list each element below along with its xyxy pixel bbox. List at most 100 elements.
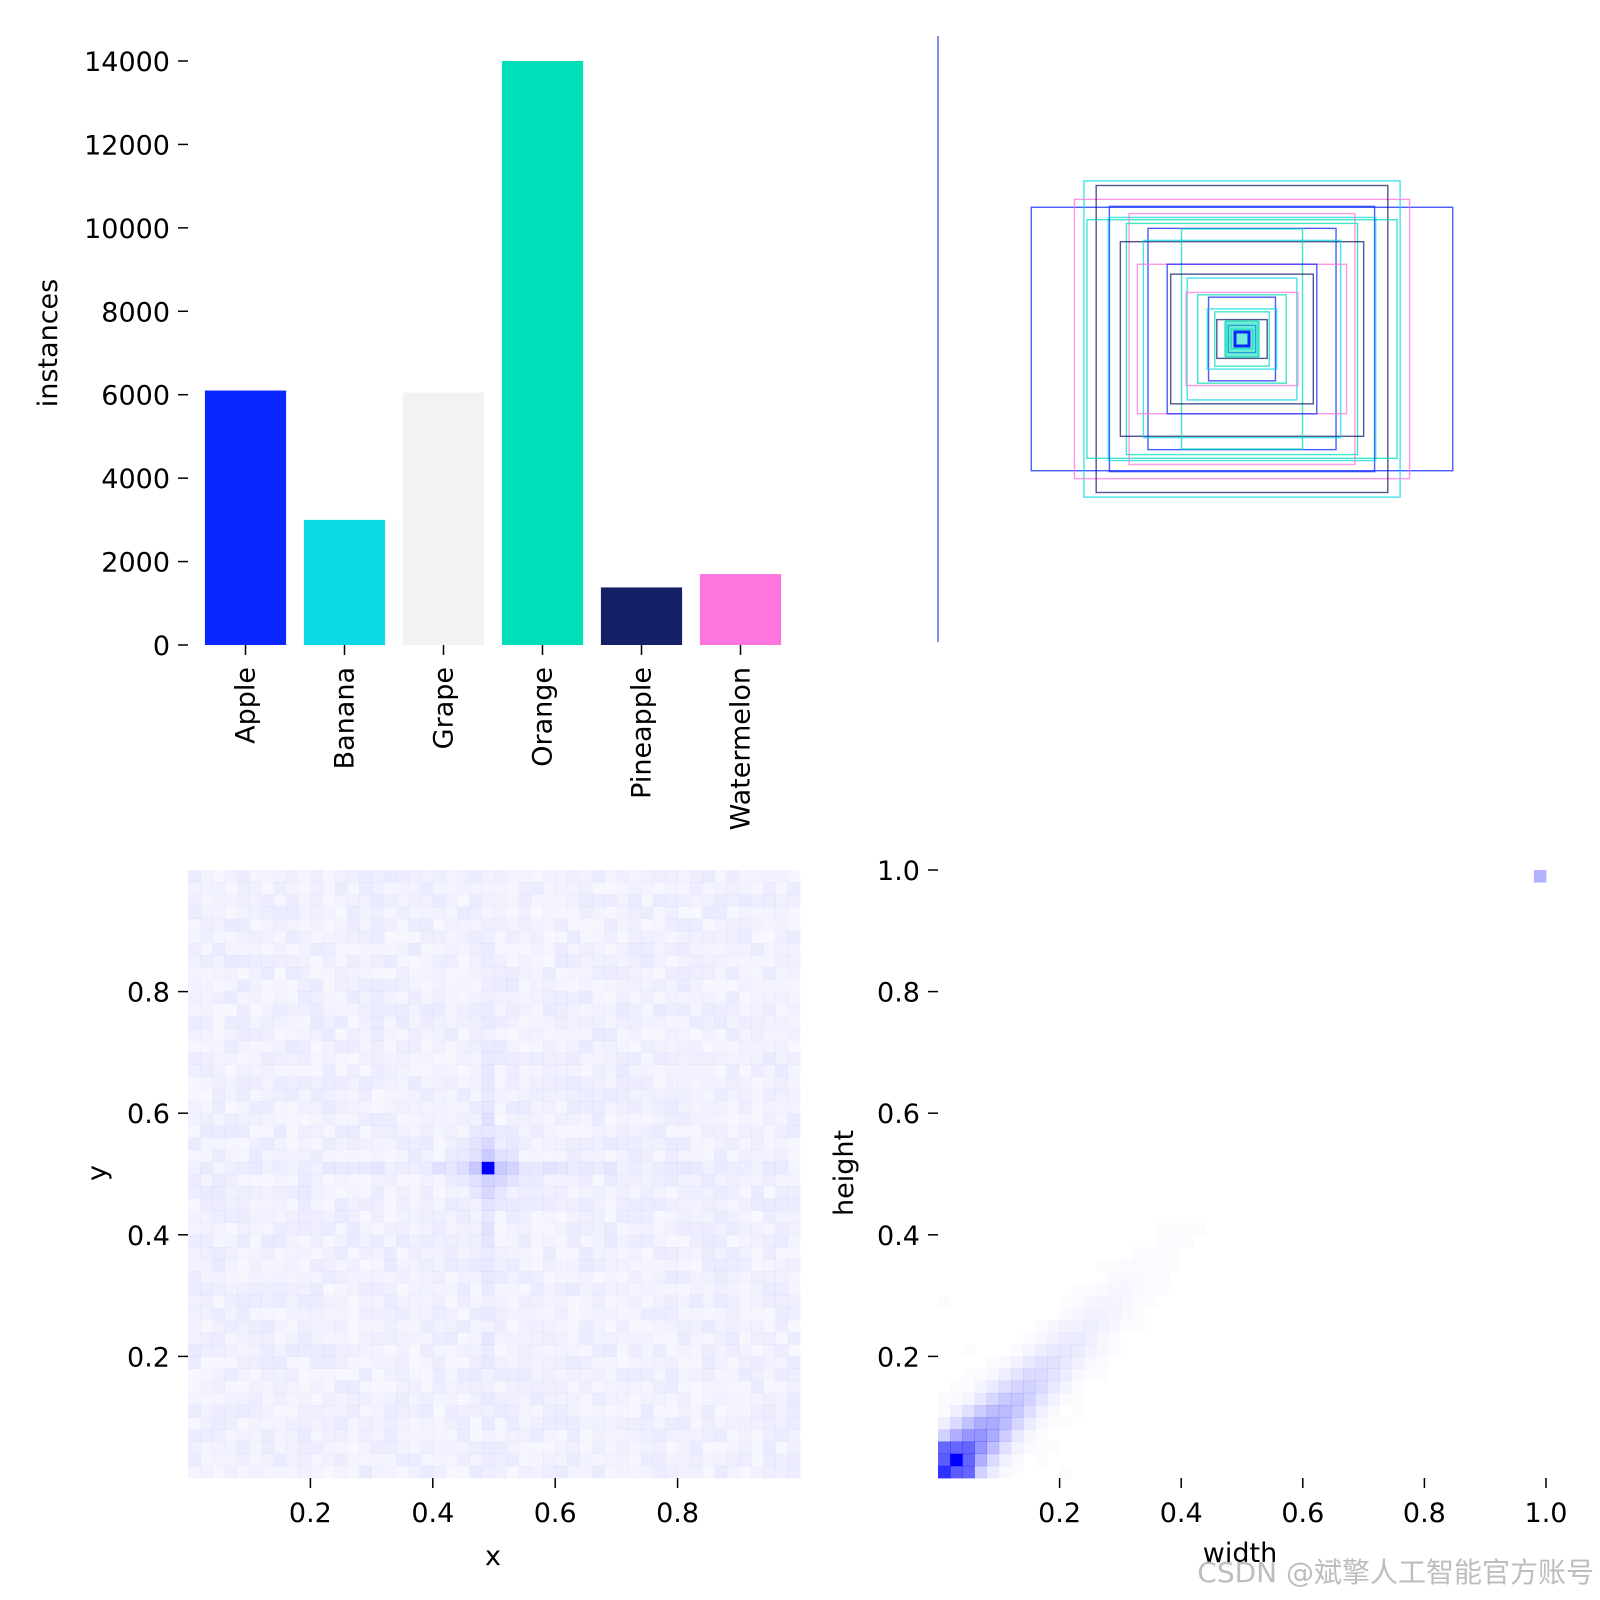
xy-cell <box>383 1259 397 1272</box>
xy-cell <box>310 955 323 968</box>
xy-cell <box>457 1028 470 1041</box>
xy-cell <box>689 1283 703 1296</box>
xy-cell <box>285 882 299 895</box>
xy-cell <box>310 1429 324 1442</box>
xy-cell <box>543 1442 556 1455</box>
xy-cell <box>530 1332 544 1345</box>
xy-cell <box>689 1113 703 1126</box>
xy-cell <box>274 1308 287 1321</box>
xy-cell <box>383 1064 397 1078</box>
xy-cell <box>372 1223 385 1236</box>
xy-cell <box>727 1040 740 1053</box>
xy-cell <box>555 1441 568 1455</box>
xy-cell <box>542 1064 556 1078</box>
xy-cell <box>469 906 483 920</box>
xy-cell <box>726 1295 740 1309</box>
xy-cell <box>677 1332 691 1345</box>
xy-cell <box>408 918 421 932</box>
xy-cell <box>249 1392 262 1406</box>
wh-cell <box>962 1405 975 1418</box>
xy-cell <box>334 870 348 883</box>
xy-cell <box>347 1247 360 1260</box>
xy-cell <box>323 1174 336 1187</box>
xy-cell <box>334 1161 348 1175</box>
xy-cell <box>249 882 262 895</box>
xy-cell <box>726 1198 740 1211</box>
xy-cell <box>494 1344 507 1357</box>
xy-cell <box>200 1064 213 1078</box>
xy-cell <box>604 1198 617 1211</box>
xy-cell <box>347 1052 360 1065</box>
xy-cell <box>604 1088 617 1102</box>
xy-cell <box>726 1222 740 1236</box>
xy-cell <box>506 1101 519 1114</box>
xy-cell <box>323 979 336 992</box>
xy-cell <box>396 1380 409 1394</box>
xy-cell <box>274 1405 287 1418</box>
xy-cell <box>542 1259 556 1272</box>
xy-cell <box>763 918 776 932</box>
xy-cell <box>542 1234 556 1248</box>
xy-cell <box>359 1295 372 1309</box>
xy-cell <box>445 1466 458 1479</box>
xy-cell <box>457 942 470 956</box>
xy-cell <box>518 1076 532 1090</box>
xy-cell <box>225 1356 238 1369</box>
xy-cell <box>212 882 226 895</box>
xy-cell <box>506 1332 519 1345</box>
xy-cell <box>481 1465 495 1479</box>
xy-cell <box>665 1259 678 1272</box>
xy-cell <box>212 1028 225 1041</box>
xy-cell <box>224 1137 238 1151</box>
xy-cell <box>653 894 666 907</box>
xy-cell <box>555 1088 568 1102</box>
xy-cell <box>261 1283 275 1296</box>
xy-cell <box>408 1271 421 1284</box>
xy-cell <box>396 1259 409 1272</box>
xy-cell <box>542 1198 556 1211</box>
wh-cell <box>1169 1223 1182 1236</box>
xy-cell <box>224 942 238 956</box>
xy-cell <box>591 1161 605 1175</box>
xy-cell <box>384 1235 397 1248</box>
xy-cell <box>567 1234 581 1248</box>
wh-cell <box>1083 1307 1097 1321</box>
xy-cell <box>481 1113 495 1126</box>
xy-cell <box>678 1283 691 1296</box>
xy-cell <box>310 1441 324 1455</box>
xy-cell <box>273 906 287 920</box>
xy-cell <box>567 930 581 944</box>
xy-cell <box>273 1040 287 1053</box>
xy-cell <box>726 991 740 1005</box>
xy-cell <box>433 1198 446 1211</box>
xy-cell <box>212 1417 226 1430</box>
xy-cell <box>249 955 262 968</box>
xy-cell <box>530 1380 544 1394</box>
xy-cell <box>604 1320 617 1333</box>
xy-cell <box>310 979 324 992</box>
xy-cell <box>384 1198 397 1211</box>
xy-cell <box>273 942 287 956</box>
xy-cell <box>236 1003 250 1017</box>
xy-cell <box>689 1441 703 1455</box>
xy-cell <box>359 1392 372 1406</box>
xy-cell <box>591 1003 605 1017</box>
xy-cell <box>677 1101 691 1114</box>
xy-cell <box>591 955 605 968</box>
xy-cell <box>298 1198 311 1211</box>
xy-cell <box>542 1319 556 1333</box>
wh-cell <box>1133 1308 1146 1321</box>
wh-cell <box>1096 1332 1109 1345</box>
xy-cell <box>787 1295 801 1309</box>
xy-cell <box>298 1028 311 1041</box>
wh-cell <box>938 1441 951 1455</box>
xy-cell <box>408 1259 421 1272</box>
xy-cell <box>310 967 323 980</box>
xy-cell <box>714 1453 727 1467</box>
xy-cell <box>445 1344 458 1357</box>
xy-cell <box>640 967 654 980</box>
xy-cell <box>371 1429 385 1442</box>
xy-cell <box>347 1234 360 1248</box>
xy-cell <box>677 1052 691 1065</box>
xy-cell <box>640 1137 654 1151</box>
